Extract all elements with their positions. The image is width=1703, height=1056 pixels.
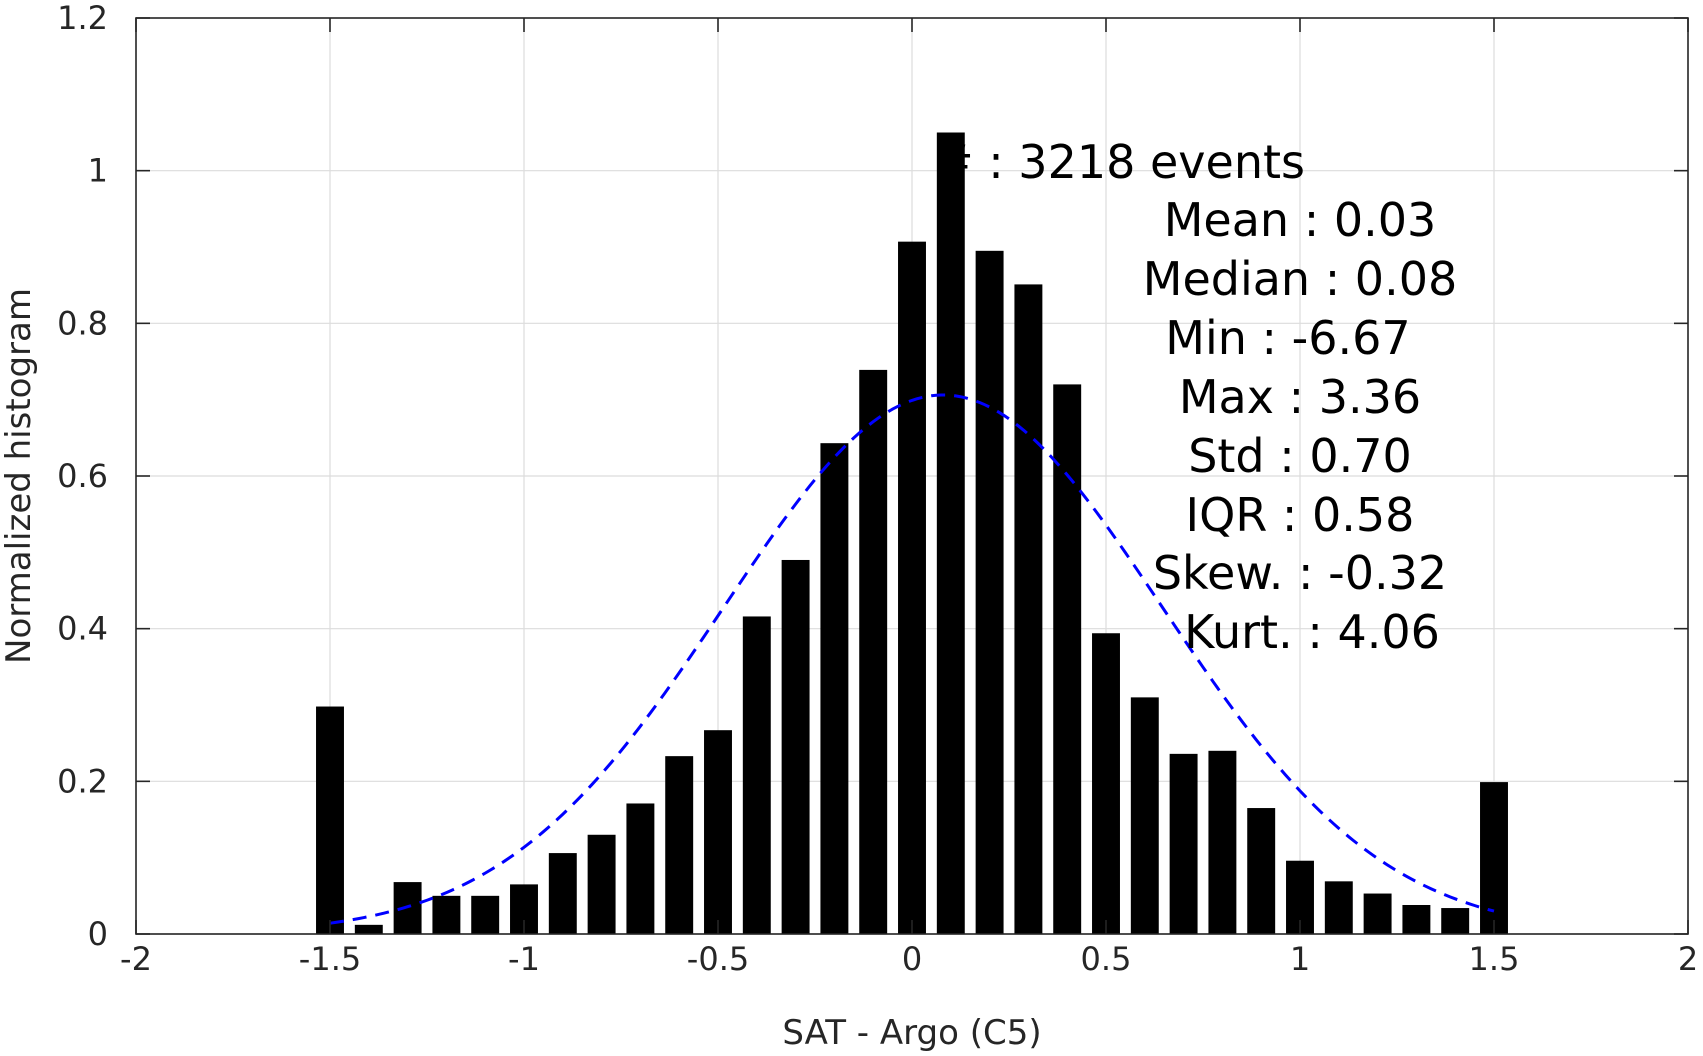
histogram-bars: [316, 132, 1508, 935]
x-axis-title: SAT - Argo (C5): [782, 1013, 1041, 1053]
stat-line: Min : -6.67: [1165, 311, 1410, 365]
x-tick-label: -2: [120, 940, 152, 978]
histogram-bar: [859, 369, 888, 934]
stat-label: Max: [1179, 370, 1289, 424]
x-tick-label: 0: [902, 940, 922, 978]
y-tick-label: 0.8: [57, 304, 108, 342]
histogram-bar: [975, 250, 1004, 935]
histogram-bar: [1053, 384, 1082, 934]
stat-line: # : 3218 events: [935, 135, 1305, 189]
stat-line: Median : 0.08: [1143, 252, 1457, 306]
stat-line: IQR : 0.58: [1186, 488, 1415, 542]
stat-label: #: [935, 135, 988, 189]
histogram-bar: [1169, 753, 1198, 934]
x-tick-label: -0.5: [687, 940, 749, 978]
stat-value: : -6.67: [1262, 311, 1411, 365]
histogram-bar: [587, 834, 616, 934]
stat-value: : 0.70: [1279, 429, 1412, 483]
stat-value: : 0.58: [1282, 488, 1415, 542]
histogram-bar: [1014, 284, 1043, 934]
histogram-bar: [1441, 908, 1470, 934]
stat-line: Kurt. : 4.06: [1184, 605, 1440, 659]
y-tick-label: 0.4: [57, 610, 108, 648]
stat-line: Max : 3.36: [1179, 370, 1421, 424]
histogram-bar: [1324, 881, 1353, 934]
stat-label: Min: [1165, 311, 1261, 365]
stat-label: Kurt.: [1184, 605, 1307, 659]
stat-value: : 0.08: [1325, 252, 1458, 306]
stat-line: Mean : 0.03: [1164, 193, 1437, 247]
histogram-bar: [354, 924, 383, 934]
stat-label: Std: [1188, 429, 1279, 483]
histogram-bar: [742, 616, 771, 934]
histogram-bar: [665, 756, 694, 934]
stat-label: Mean: [1164, 193, 1304, 247]
y-tick-label: 1: [88, 152, 108, 190]
stat-label: Median: [1143, 252, 1325, 306]
normal-fit-curve: [329, 393, 1495, 925]
stat-line: Std : 0.70: [1188, 429, 1412, 483]
x-tick-label: -1.5: [299, 940, 361, 978]
x-axis-ticks: -2 -1.5 -1 -0.5 0 0.5 1 1.5 2: [120, 18, 1698, 978]
stat-value: : -0.32: [1298, 546, 1447, 600]
y-tick-label: 0.2: [57, 762, 108, 800]
x-tick-label: 0.5: [1081, 940, 1132, 978]
histogram-bar: [1363, 893, 1392, 934]
histogram-bar: [936, 132, 965, 934]
x-tick-label: 2: [1678, 940, 1698, 978]
y-axis-title: Normalized histogram: [0, 288, 39, 664]
x-tick-label: 1: [1290, 940, 1310, 978]
histogram-bar: [820, 443, 849, 934]
stat-label: IQR: [1186, 488, 1282, 542]
histogram-bar: [1092, 633, 1120, 934]
stat-value: : 4.06: [1307, 605, 1440, 659]
histogram-bar: [704, 730, 732, 934]
histogram-bar: [781, 559, 810, 934]
y-tick-label: 0.6: [57, 457, 108, 495]
stat-label: Skew.: [1153, 546, 1298, 600]
histogram-bar: [1402, 904, 1431, 934]
histogram-bar: [898, 241, 926, 934]
stat-value: : 3.36: [1289, 370, 1422, 424]
histogram-bar: [432, 895, 461, 934]
stat-value: : 0.03: [1304, 193, 1437, 247]
histogram-bar: [548, 853, 577, 934]
histogram-bar: [1480, 782, 1508, 934]
x-tick-label: 1.5: [1469, 940, 1520, 978]
y-tick-label: 0: [88, 915, 108, 953]
y-tick-label: 1.2: [57, 0, 108, 37]
stat-value: : 3218 events: [988, 135, 1305, 189]
y-axis-ticks: 0 0.2 0.4 0.6 0.8 1 1.2: [57, 0, 1688, 953]
histogram-bar: [1208, 750, 1237, 934]
histogram-bar: [1130, 697, 1159, 934]
histogram-bar: [471, 895, 500, 934]
histogram-bar: [626, 803, 655, 934]
stat-line: Skew. : -0.32: [1153, 546, 1447, 600]
x-tick-label: -1: [508, 940, 540, 978]
histogram-bar: [316, 706, 344, 934]
histogram-bar: [1247, 808, 1276, 934]
